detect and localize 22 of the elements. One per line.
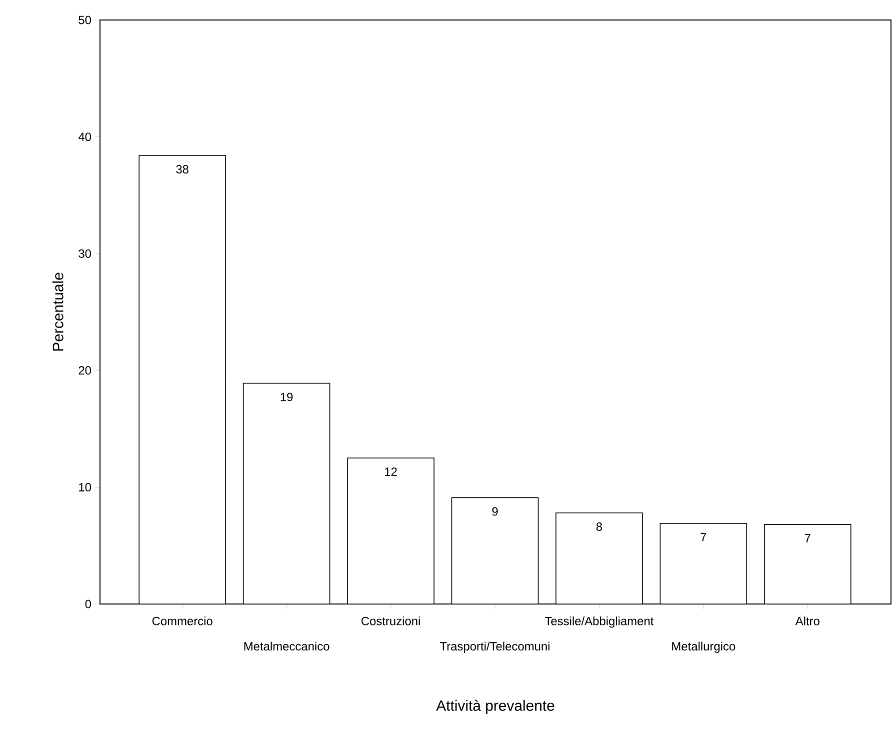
data-label: 12 — [385, 468, 397, 476]
y-tick-label: 0 — [85, 600, 92, 608]
x-tick-label: Metalmeccanico — [244, 642, 330, 651]
data-label: 7 — [700, 532, 706, 542]
data-label: 38 — [176, 165, 188, 174]
data-label: 7 — [804, 534, 810, 542]
x-tick-label: Commercio — [152, 616, 212, 626]
data-label: 8 — [596, 522, 602, 531]
y-tick-label: 20 — [78, 366, 92, 375]
x-axis-title: Attività prevalente — [436, 700, 554, 714]
y-tick-label: 40 — [78, 132, 92, 142]
y-tick-label: 30 — [78, 249, 92, 258]
y-tick-label: 50 — [78, 16, 92, 24]
data-label: 9 — [492, 507, 498, 516]
x-tick-label: Costruzioni — [361, 616, 420, 626]
data-label: 19 — [280, 392, 293, 402]
x-tick-label: Metallurgico — [672, 642, 736, 653]
y-tick-label: 10 — [79, 482, 92, 492]
y-axis-title: Percentuale — [52, 272, 64, 351]
x-tick-label: Trasporti/Telecomuni — [440, 642, 550, 653]
x-tick-label: Altro — [795, 616, 820, 626]
x-tick-label: Tessile/Abbigliament — [544, 616, 654, 628]
